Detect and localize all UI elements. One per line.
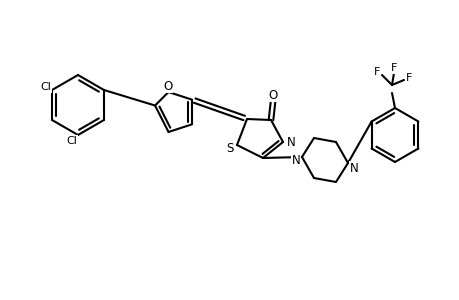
Text: O: O [162,80,172,92]
Text: N: N [349,161,358,175]
Text: Cl: Cl [67,136,77,146]
Text: N: N [286,136,295,148]
Text: S: S [226,142,233,154]
Text: F: F [390,63,396,73]
Text: Cl: Cl [40,82,51,92]
Text: O: O [268,88,277,101]
Text: N: N [291,154,300,166]
Text: F: F [373,67,379,77]
Text: F: F [405,73,411,83]
